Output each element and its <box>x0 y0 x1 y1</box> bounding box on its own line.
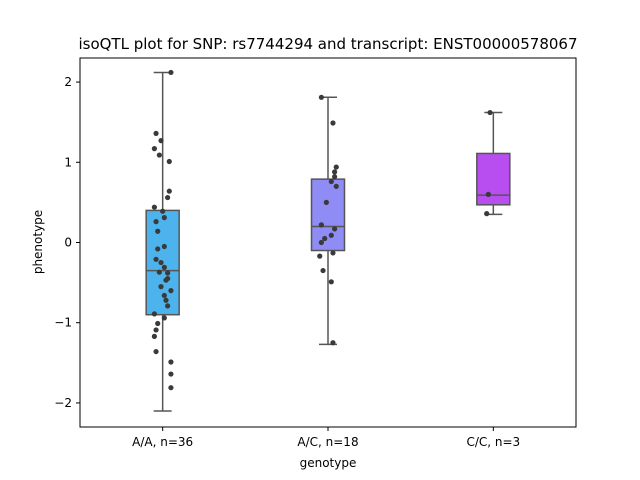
data-point <box>155 246 161 252</box>
data-point <box>330 250 336 256</box>
data-point <box>161 292 167 299</box>
data-point <box>328 232 334 238</box>
data-point <box>484 211 490 217</box>
data-point <box>332 169 338 175</box>
data-point <box>166 158 172 165</box>
data-point <box>333 164 339 170</box>
data-point <box>333 183 339 189</box>
y-axis-label: phenotype <box>31 210 45 274</box>
data-point <box>317 253 323 259</box>
data-point <box>168 359 174 365</box>
data-point <box>158 138 164 144</box>
data-point <box>155 320 161 327</box>
data-point <box>318 239 324 246</box>
data-point <box>168 69 174 76</box>
x-axis: A/A, n=36 A/C, n=18 C/C, n=3 <box>132 427 520 449</box>
data-point <box>165 270 171 276</box>
data-point <box>158 259 164 266</box>
data-point <box>156 152 162 158</box>
data-point <box>330 340 336 346</box>
y-tick-label: −1 <box>54 316 72 330</box>
x-tick-label: A/C, n=18 <box>297 435 358 449</box>
data-point <box>153 256 159 262</box>
box <box>476 152 511 206</box>
data-point <box>153 130 159 137</box>
y-tick-label: 0 <box>64 236 72 250</box>
data-point <box>330 120 336 126</box>
data-point <box>168 385 174 391</box>
data-point <box>323 199 329 205</box>
data-point <box>163 277 169 283</box>
data-point <box>165 194 171 201</box>
data-point <box>161 215 167 221</box>
data-point <box>151 204 157 210</box>
data-point <box>156 269 162 275</box>
data-point <box>160 208 166 214</box>
data-point <box>166 188 172 194</box>
data-point <box>487 109 493 116</box>
data-point <box>318 94 324 100</box>
data-point <box>328 279 334 285</box>
x-axis-label: genotype <box>300 456 357 470</box>
x-tick-label: C/C, n=3 <box>466 435 520 449</box>
data-point <box>168 288 174 294</box>
y-tick-label: 1 <box>64 155 72 169</box>
data-point <box>161 264 167 270</box>
plot-area <box>145 69 511 412</box>
data-point <box>161 243 167 250</box>
box-group <box>310 96 346 346</box>
box <box>310 178 346 252</box>
data-point <box>151 146 157 152</box>
data-point <box>161 315 167 321</box>
x-tick-label: A/A, n=36 <box>132 435 193 449</box>
data-point <box>320 267 326 274</box>
data-point <box>332 174 338 180</box>
data-point <box>485 191 491 197</box>
data-point <box>158 284 164 290</box>
data-point <box>153 327 159 333</box>
data-point <box>332 226 338 232</box>
data-point <box>155 228 161 234</box>
box-group <box>145 71 180 412</box>
data-point <box>153 348 159 355</box>
data-point <box>151 311 157 317</box>
data-point <box>328 178 334 185</box>
data-point <box>163 297 169 303</box>
data-point <box>151 333 157 339</box>
data-point <box>153 219 159 225</box>
box-group <box>476 111 511 216</box>
data-point <box>318 222 324 228</box>
y-tick-label: −2 <box>54 396 72 410</box>
data-point <box>168 371 174 377</box>
data-point <box>165 303 171 309</box>
y-axis: −2 −1 0 1 2 <box>54 75 80 410</box>
data-point <box>322 235 328 242</box>
y-tick-label: 2 <box>64 75 72 89</box>
chart-title: isoQTL plot for SNP: rs7744294 and trans… <box>78 35 577 53</box>
